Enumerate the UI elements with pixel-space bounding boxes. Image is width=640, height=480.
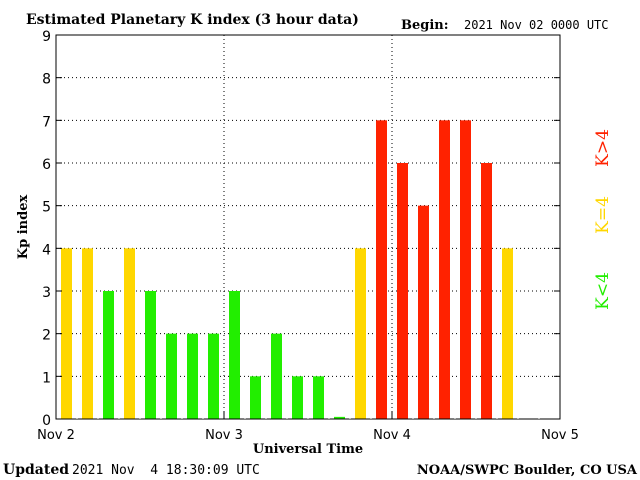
kp-bar [313, 376, 324, 419]
kp-bar [103, 291, 114, 419]
bars [61, 120, 513, 419]
x-axis-label: Universal Time [253, 442, 363, 457]
x-tick-label: Nov 2 [37, 428, 75, 443]
legend-equal: K=4 [593, 196, 613, 234]
kp-bar [229, 291, 240, 419]
y-tick-label: 9 [42, 29, 51, 45]
kp-bar [271, 333, 282, 419]
x-ticks: Nov 2 Nov 3 Nov 4 Nov 5 [37, 411, 579, 443]
y-tick-label: 3 [42, 285, 51, 301]
kp-bar [397, 163, 408, 419]
chart-title: Estimated Planetary K index (3 hour data… [26, 12, 359, 28]
credit-text: NOAA/SWPC Boulder, CO USA [417, 463, 638, 478]
kp-bar [124, 248, 135, 419]
kp-bar [376, 120, 387, 419]
y-tick-label: 6 [42, 157, 51, 173]
x-tick-label: Nov 4 [373, 428, 411, 443]
legend-below: K<4 [593, 272, 613, 310]
y-tick-label: 5 [42, 200, 51, 216]
kp-bar [439, 120, 450, 419]
y-tick-label: 7 [42, 114, 51, 130]
kp-bar [502, 248, 513, 419]
kp-bar [481, 163, 492, 419]
x-tick-label: Nov 3 [205, 428, 243, 443]
y-tick-label: 1 [42, 370, 51, 386]
y-tick-label: 8 [42, 72, 51, 88]
kp-bar [418, 205, 429, 419]
kp-bar [460, 120, 471, 419]
kp-bar [61, 248, 72, 419]
legend-above: K>4 [593, 129, 613, 167]
y-tick-label: 2 [42, 328, 51, 344]
kp-bar [250, 376, 261, 419]
y-tick-label: 4 [42, 242, 51, 258]
grid-lines [56, 35, 560, 419]
kp-bar [292, 376, 303, 419]
updated-label: Updated [3, 462, 69, 478]
y-ticks: 0 1 2 3 4 5 6 7 8 9 [42, 29, 560, 429]
begin-label: Begin: [401, 18, 449, 33]
updated-value: 2021 Nov 4 18:30:09 UTC [72, 463, 260, 478]
kp-bar [355, 248, 366, 419]
kp-bar [145, 291, 156, 419]
x-tick-label: Nov 5 [541, 428, 579, 443]
y-axis-label: Kp index [16, 195, 31, 260]
kp-bar [187, 333, 198, 419]
kp-bar [334, 416, 345, 419]
kp-bar [166, 333, 177, 419]
kp-bar [82, 248, 93, 419]
kp-bar [208, 333, 219, 419]
y-tick-label: 0 [42, 413, 51, 429]
begin-value: 2021 Nov 02 0000 UTC [464, 18, 609, 32]
